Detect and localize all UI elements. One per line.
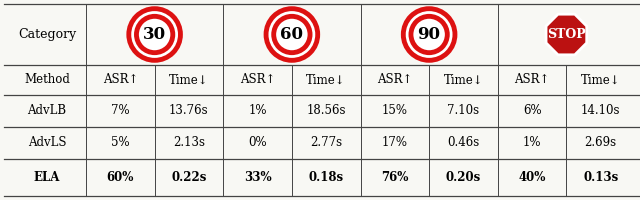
Text: ELA: ELA [34,171,60,184]
Text: 1%: 1% [523,137,541,150]
Text: 15%: 15% [382,104,408,117]
Ellipse shape [132,12,177,56]
Text: AdvLS: AdvLS [28,137,67,150]
Text: 13.76s: 13.76s [169,104,209,117]
Text: Time↓: Time↓ [444,73,483,86]
Text: 2.69s: 2.69s [584,137,617,150]
Text: Time↓: Time↓ [169,73,209,86]
Text: 0.22s: 0.22s [172,171,207,184]
Text: Method: Method [24,73,70,86]
Text: 7%: 7% [111,104,130,117]
Text: 0.20s: 0.20s [446,171,481,184]
Text: Time↓: Time↓ [307,73,346,86]
Text: 33%: 33% [244,171,271,184]
Text: 2.77s: 2.77s [310,137,342,150]
Text: AdvLB: AdvLB [28,104,67,117]
Text: 0.18s: 0.18s [308,171,344,184]
Text: ASR↑: ASR↑ [377,73,413,86]
Text: 5%: 5% [111,137,130,150]
Text: 60%: 60% [107,171,134,184]
Text: 0%: 0% [248,137,267,150]
Text: 14.10s: 14.10s [581,104,620,117]
Polygon shape [546,14,587,55]
Ellipse shape [270,12,314,56]
Text: 0.46s: 0.46s [447,137,479,150]
Text: 2.13s: 2.13s [173,137,205,150]
Text: 90: 90 [418,26,440,43]
Text: 30: 30 [143,26,166,43]
Text: ASR↑: ASR↑ [240,73,275,86]
Ellipse shape [407,12,451,56]
Text: 1%: 1% [248,104,267,117]
Text: 7.10s: 7.10s [447,104,479,117]
Text: 0.13s: 0.13s [583,171,618,184]
Text: Time↓: Time↓ [581,73,621,86]
Text: ASR↑: ASR↑ [102,73,138,86]
Text: 17%: 17% [382,137,408,150]
Text: 40%: 40% [518,171,546,184]
Text: 76%: 76% [381,171,408,184]
Text: 6%: 6% [523,104,541,117]
Text: ASR↑: ASR↑ [515,73,550,86]
Text: STOP: STOP [547,28,586,41]
Text: Category: Category [18,28,76,41]
Text: 18.56s: 18.56s [307,104,346,117]
Text: 60: 60 [280,26,303,43]
